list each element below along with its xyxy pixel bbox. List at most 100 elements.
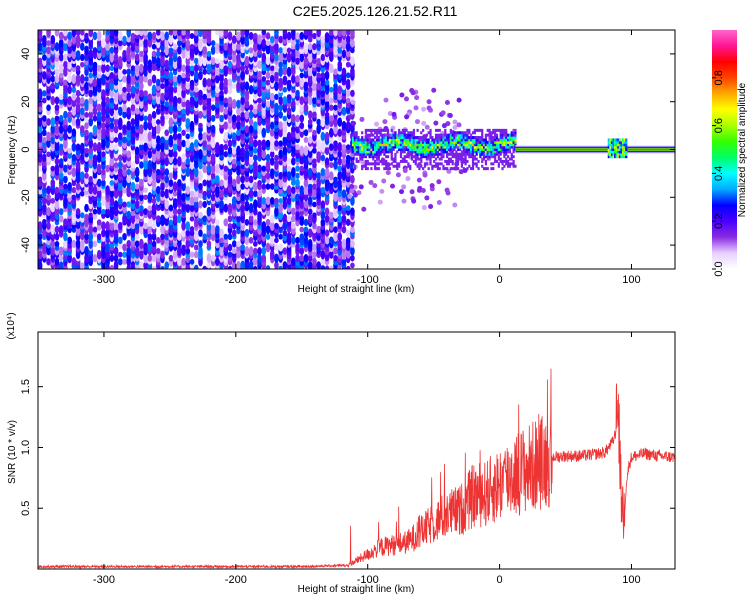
heatmap-cell — [299, 145, 305, 156]
heatmap-cell — [390, 145, 393, 149]
heatmap-cell — [462, 138, 465, 142]
heatmap-cell — [390, 140, 393, 144]
heatmap-cell — [219, 228, 224, 238]
heatmap-cell — [385, 133, 388, 137]
heatmap-cell — [96, 189, 102, 199]
heatmap-cell — [429, 150, 432, 154]
heatmap-cell — [492, 148, 495, 151]
heatmap-cell — [67, 157, 72, 166]
heatmap-cell — [612, 145, 615, 149]
heatmap-cell — [453, 131, 456, 135]
heatmap-cell — [351, 138, 355, 142]
heatmap-cell — [429, 148, 432, 151]
heatmap-cell — [398, 148, 401, 151]
heatmap-cell — [227, 233, 233, 241]
heatmap-cell — [479, 143, 482, 147]
heatmap-cell — [499, 150, 502, 154]
heatmap-cell — [382, 119, 388, 125]
heatmap-cell — [455, 167, 458, 171]
heatmap-cell — [403, 155, 406, 159]
heatmap-cell — [286, 107, 292, 116]
heatmap-cell — [151, 265, 157, 269]
heatmap-cell — [181, 88, 186, 99]
heatmap-cell — [457, 133, 460, 137]
heatmap-cell — [362, 143, 366, 147]
heatmap-cell — [223, 177, 229, 189]
heatmap-cell — [117, 117, 123, 127]
heatmap-cell — [390, 157, 393, 161]
heatmap-cell — [497, 157, 500, 161]
heatmap-cell — [117, 55, 123, 67]
heatmap-cell — [424, 124, 430, 130]
heatmap-cell — [96, 131, 102, 141]
heatmap-cell — [618, 143, 622, 147]
heatmap-cell — [416, 155, 419, 159]
heatmap-cell — [67, 95, 72, 106]
heatmap-cell — [455, 155, 458, 159]
heatmap-cell — [210, 224, 216, 235]
heatmap-cell — [185, 139, 191, 149]
heatmap-cell — [377, 148, 380, 151]
heatmap-cell — [468, 152, 471, 156]
heatmap-cell — [278, 66, 283, 78]
heatmap-cell — [164, 31, 170, 41]
heatmap-cell — [460, 145, 464, 149]
heatmap-cell — [429, 131, 432, 135]
heatmap-cell — [508, 162, 512, 166]
heatmap-cell — [370, 148, 373, 151]
heatmap-cell — [486, 167, 489, 171]
heatmap-cell — [434, 148, 438, 151]
heatmap-cell — [67, 74, 72, 84]
heatmap-cell — [67, 147, 72, 154]
heatmap-cell — [399, 159, 403, 163]
heatmap-cell — [38, 165, 43, 173]
heatmap-cell — [257, 84, 262, 95]
heatmap-cell — [265, 171, 271, 180]
heatmap-cell — [455, 150, 458, 154]
heatmap-cell — [455, 140, 458, 144]
heatmap-cell — [473, 136, 476, 140]
heatmap-cell — [202, 45, 208, 55]
heatmap-cell — [615, 145, 618, 149]
heatmap-cell — [379, 159, 382, 163]
heatmap-cell — [368, 133, 371, 137]
colorbar-tick-label: 0.0 — [713, 261, 725, 276]
heatmap-cell — [206, 253, 212, 264]
heatmap-cell — [269, 150, 275, 158]
spectrogram-y-axis-title: Frequency (Hz) — [7, 116, 18, 185]
heatmap-cell — [390, 152, 393, 156]
heatmap-cell — [236, 81, 241, 92]
heatmap-cell — [481, 145, 484, 149]
heatmap-cell — [392, 164, 395, 168]
heatmap-cell — [265, 71, 271, 80]
heatmap-cell — [423, 136, 427, 140]
heatmap-cell — [368, 138, 371, 142]
heatmap-cell — [436, 162, 440, 166]
heatmap-cell — [139, 249, 144, 260]
heatmap-cell — [193, 244, 199, 251]
heatmap-cell — [494, 131, 497, 135]
heatmap-cell — [361, 136, 364, 140]
heatmap-cell — [399, 148, 403, 151]
heatmap-cell — [418, 152, 421, 156]
heatmap-cell — [470, 143, 473, 147]
heatmap-cell — [444, 100, 450, 106]
heatmap-cell — [429, 155, 432, 159]
heatmap-cell — [416, 164, 419, 168]
heatmap-cell — [244, 30, 250, 38]
heatmap-cell — [362, 150, 366, 154]
heatmap-cell — [473, 155, 476, 159]
heatmap-cell — [350, 38, 355, 48]
heatmap-cell — [372, 133, 375, 137]
heatmap-cell — [113, 110, 119, 120]
heatmap-cell — [372, 162, 375, 166]
heatmap-cell — [390, 128, 393, 132]
heatmap-cell — [434, 128, 438, 132]
heatmap-cell — [501, 138, 504, 142]
heatmap-cell — [42, 170, 47, 181]
heatmap-cell — [490, 148, 493, 151]
heatmap-cell — [410, 143, 414, 147]
heatmap-cell — [253, 266, 258, 269]
heatmap-cell — [177, 104, 182, 112]
heatmap-cell — [473, 157, 476, 161]
